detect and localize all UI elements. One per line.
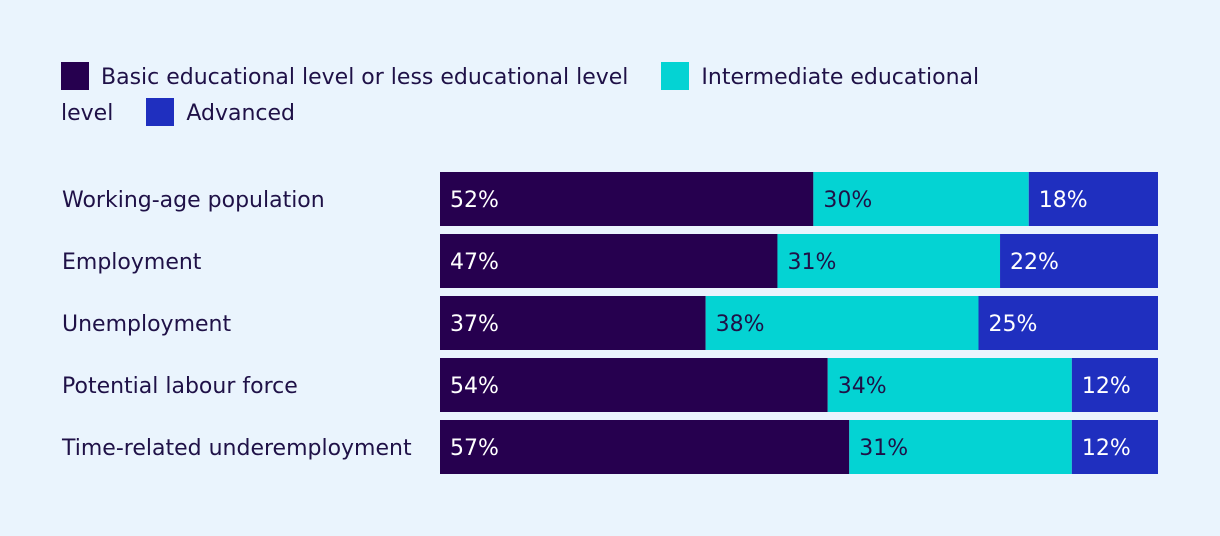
- legend-item-advanced[interactable]: Advanced: [146, 98, 295, 126]
- category-label-potential-labour-force: Potential labour force: [62, 374, 298, 399]
- data-label-employment-s1: 31%: [787, 250, 836, 275]
- bar-segment-potential-labour-force-s0[interactable]: [440, 358, 828, 412]
- legend-label-basic: Basic educational level or less educatio…: [101, 65, 629, 90]
- legend-label-intermediate: Intermediate educational level: [61, 65, 980, 126]
- data-label-time-related-underemployment-s0: 57%: [450, 436, 499, 461]
- category-label-unemployment: Unemployment: [62, 312, 231, 337]
- bar-segment-working-age-population-s0[interactable]: [440, 172, 814, 226]
- legend-item-basic[interactable]: Basic educational level or less educatio…: [61, 62, 629, 90]
- data-label-working-age-population-s2: 18%: [1039, 188, 1088, 213]
- data-label-potential-labour-force-s0: 54%: [450, 374, 499, 399]
- data-label-unemployment-s0: 37%: [450, 312, 499, 337]
- legend-swatch-advanced: [146, 98, 175, 126]
- bar-segment-unemployment-s0[interactable]: [440, 296, 706, 350]
- data-label-employment-s2: 22%: [1010, 250, 1059, 275]
- data-label-time-related-underemployment-s1: 31%: [859, 436, 908, 461]
- data-label-potential-labour-force-s2: 12%: [1082, 374, 1131, 399]
- data-label-working-age-population-s0: 52%: [450, 188, 499, 213]
- bar-segment-unemployment-s2[interactable]: [978, 296, 1159, 350]
- data-label-unemployment-s1: 38%: [716, 312, 765, 337]
- category-label-time-related-underemployment: Time-related underemployment: [61, 436, 412, 461]
- bar-segment-time-related-underemployment-s0[interactable]: [440, 420, 850, 474]
- data-label-potential-labour-force-s1: 34%: [838, 374, 887, 399]
- bar-segment-potential-labour-force-s1[interactable]: [827, 358, 1072, 412]
- data-label-employment-s0: 47%: [450, 250, 499, 275]
- legend-label-advanced: Advanced: [186, 101, 295, 126]
- bar-segment-potential-labour-force-s2[interactable]: [1071, 358, 1158, 412]
- bar-segment-working-age-population-s2[interactable]: [1028, 172, 1158, 226]
- bar-segment-employment-s0[interactable]: [440, 234, 778, 288]
- bar-segment-employment-s2[interactable]: [1000, 234, 1158, 288]
- category-label-working-age-population: Working-age population: [62, 188, 325, 213]
- data-label-time-related-underemployment-s2: 12%: [1082, 436, 1131, 461]
- bar-segment-working-age-population-s1[interactable]: [813, 172, 1029, 226]
- bar-segment-employment-s1[interactable]: [777, 234, 1001, 288]
- legend-item-intermediate[interactable]: Intermediate educational level: [61, 62, 980, 126]
- data-label-working-age-population-s1: 30%: [823, 188, 872, 213]
- legend-swatch-basic: [61, 62, 89, 90]
- category-label-employment: Employment: [62, 250, 202, 275]
- bar-segment-time-related-underemployment-s2[interactable]: [1071, 420, 1158, 474]
- data-label-unemployment-s2: 25%: [989, 312, 1038, 337]
- legend-swatch-intermediate: [661, 62, 690, 90]
- bar-segment-unemployment-s1[interactable]: [705, 296, 979, 350]
- bar-segment-time-related-underemployment-s1[interactable]: [849, 420, 1072, 474]
- legend: Basic educational level or less educatio…: [61, 60, 1061, 132]
